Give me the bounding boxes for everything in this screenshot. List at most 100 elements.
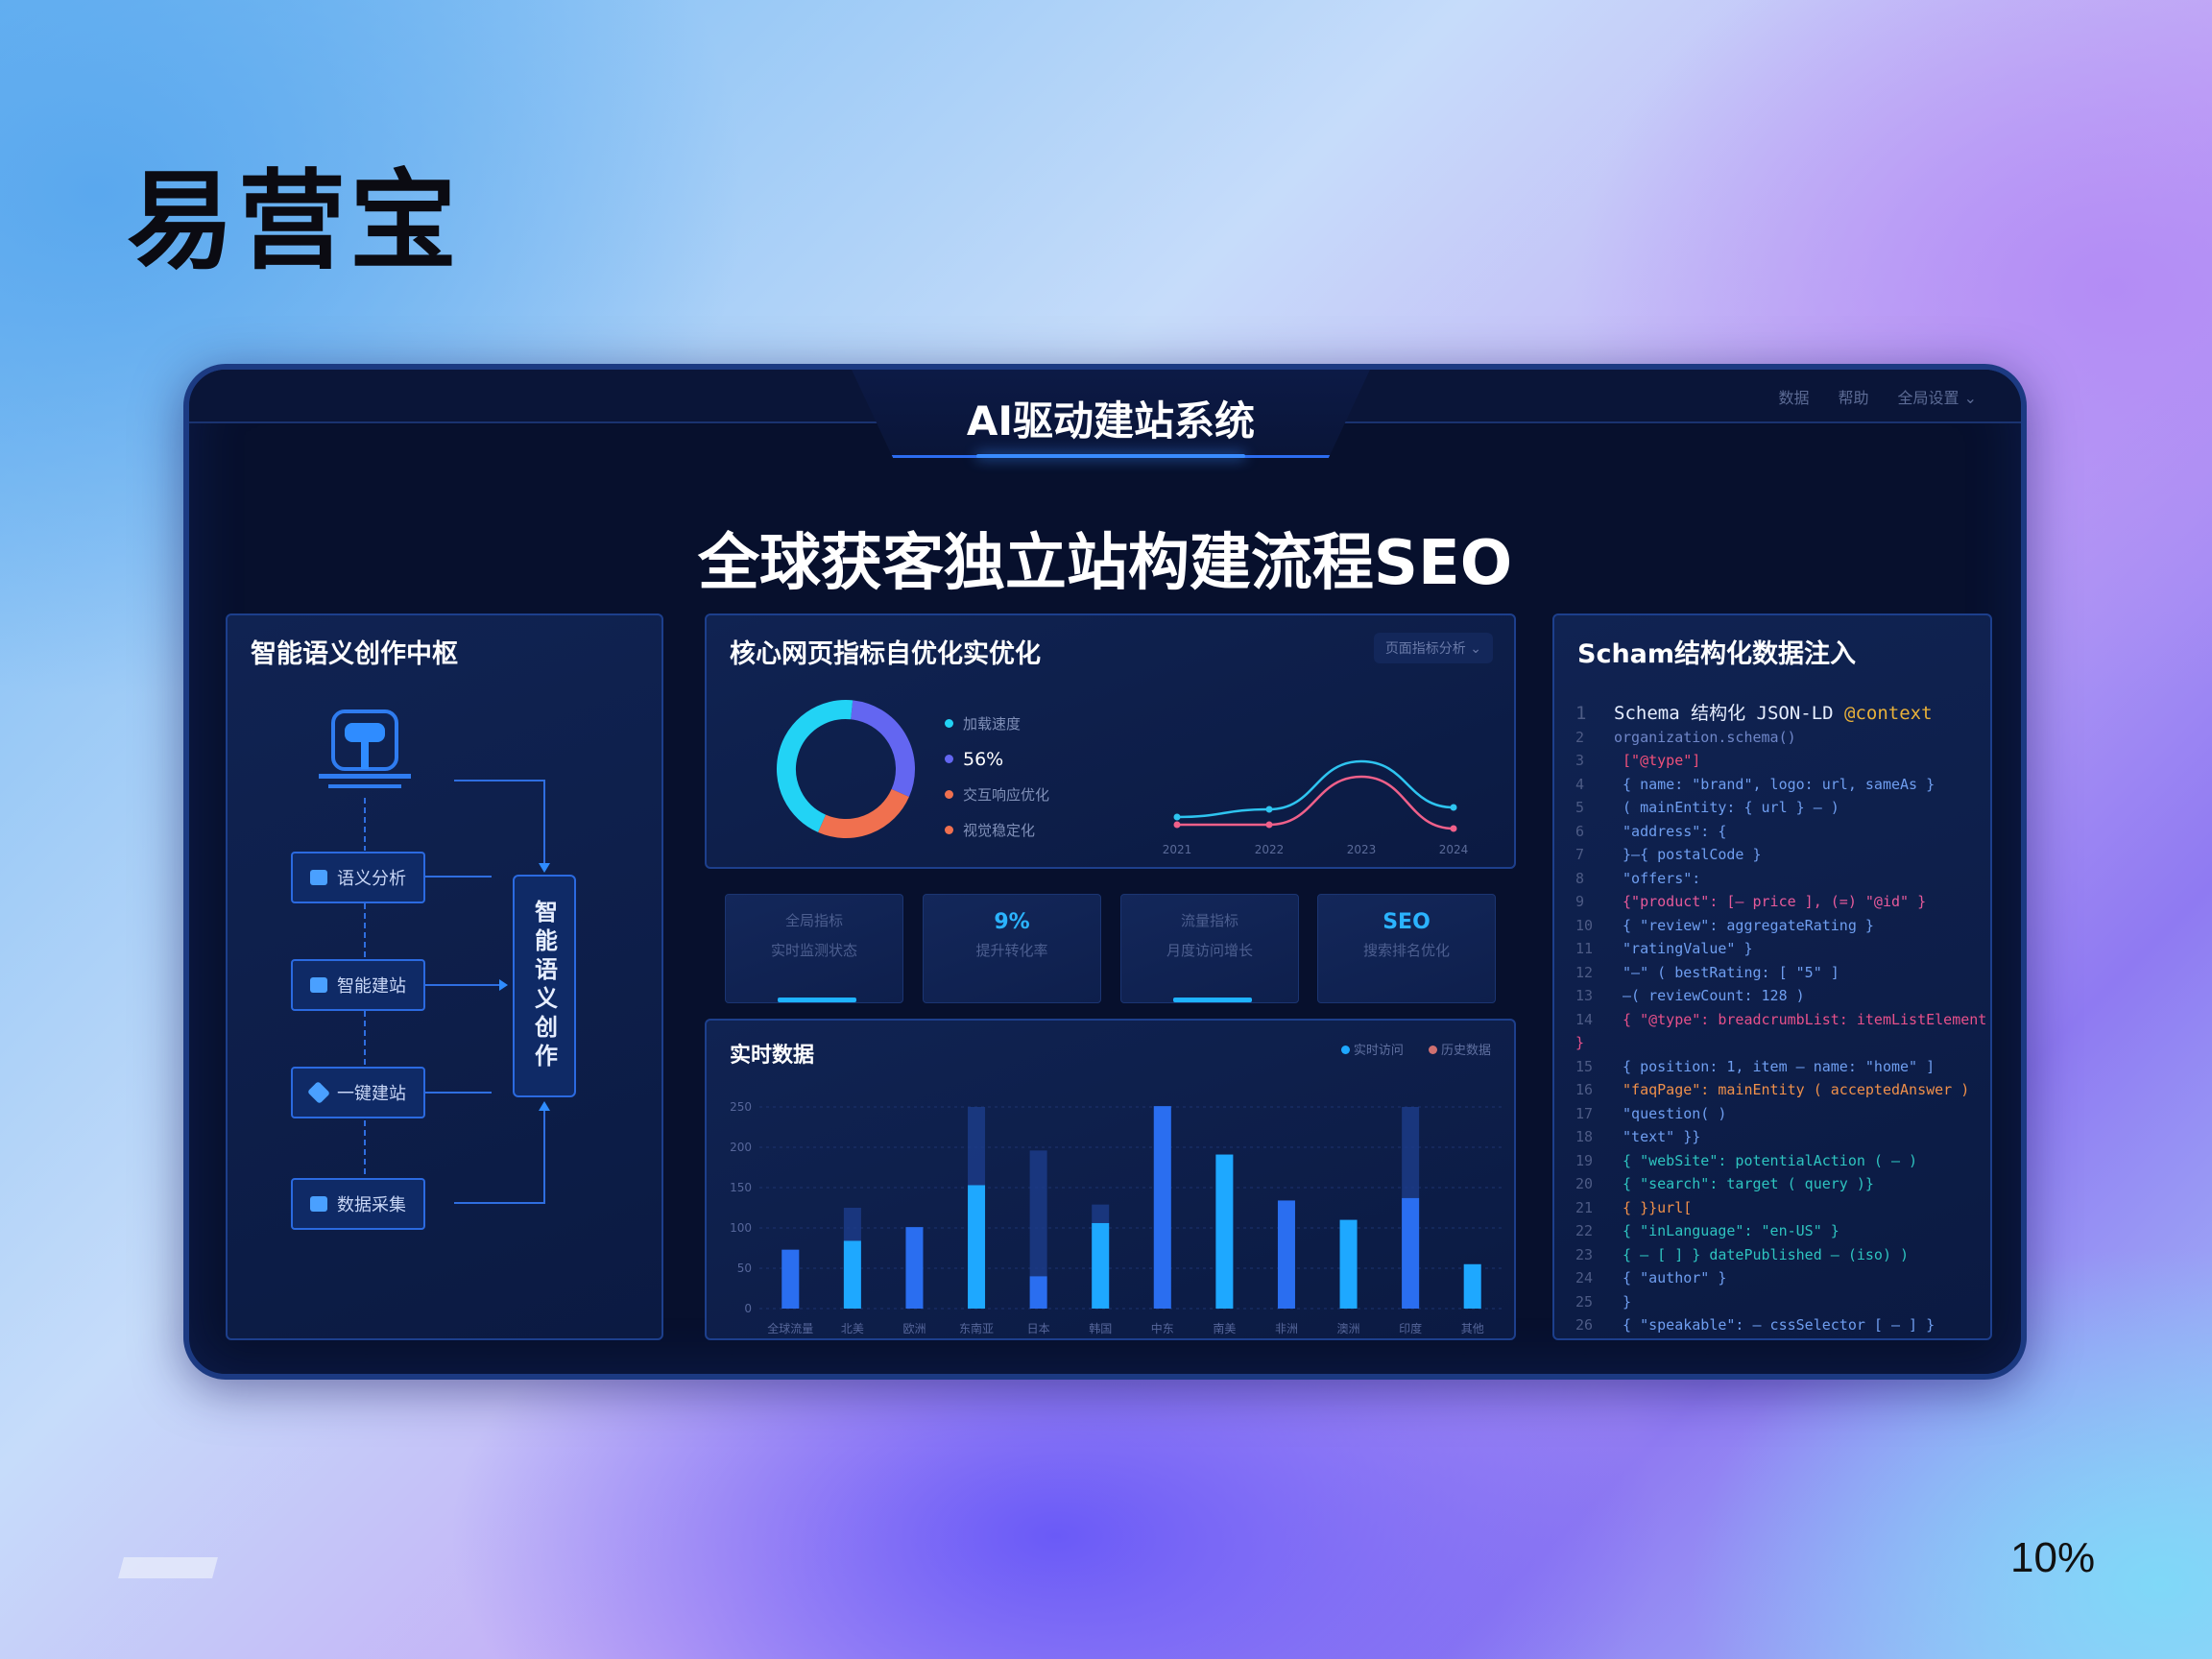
code-line: 18 "text" }} — [1575, 1128, 1701, 1145]
x-tick-label: 南美 — [1213, 1321, 1236, 1335]
window-title: AI驱动建站系统 — [966, 397, 1256, 445]
y-tick-label: 200 — [730, 1141, 752, 1154]
bar-primary — [968, 1185, 986, 1309]
y-tick-label: 100 — [730, 1221, 752, 1235]
line-point — [1265, 821, 1273, 829]
line-point — [1173, 813, 1181, 821]
legend-item: 交互响应优化 — [945, 777, 1049, 812]
code-line: 9 {"product": [— price ], (=) "@id" } — [1575, 893, 1927, 910]
line-point — [1450, 804, 1457, 811]
code-line: 12 "—" ( bestRating: [ "5" ] — [1575, 963, 1839, 981]
legend-series-1: 实时访问 — [1340, 1040, 1404, 1058]
menu-data[interactable]: 数据 — [1778, 389, 1810, 407]
line-chart: 2021 2022 2023 2024 — [1163, 759, 1468, 856]
document-icon — [310, 870, 327, 885]
dashboard-window: AI驱动建站系统 数据 帮助 全局设置 ⌄ 全球获客独立站构建流程SEO 智能语… — [183, 364, 2027, 1380]
kpi-title: 流量指标 — [1180, 912, 1238, 929]
realtime-data-panel: 实时数据 实时访问 历史数据 0 50 100 150 200 250 全球流量 北美 欧洲 东南… — [705, 1019, 1516, 1340]
code-line: 3 ["@type"] — [1575, 752, 1701, 769]
semantic-hub-panel: 智能语义创作中枢 语义分析 智能 — [226, 613, 663, 1340]
node-smart-build[interactable]: 智能建站 — [291, 959, 425, 1011]
code-line: 7 }—{ postalCode } — [1575, 846, 1762, 863]
kpi-value: SEO — [1382, 910, 1431, 934]
x-tick-label: 2023 — [1347, 843, 1377, 856]
layers-icon — [310, 977, 327, 993]
code-line: 6 "address": { — [1575, 822, 1727, 840]
code-line: 21 { }}url[ — [1575, 1198, 1693, 1216]
code-line: 22 { "inLanguage": "en-US" } — [1575, 1222, 1839, 1239]
code-line: 1 Schema 结构化 JSON-LD @context — [1575, 703, 1933, 724]
database-icon — [310, 1196, 327, 1212]
code-line: 26 { "speakable": — cssSelector [ — ] } — [1575, 1316, 1936, 1334]
panel-title: 智能语义创作中枢 — [251, 639, 458, 669]
donut-slice — [777, 700, 854, 832]
page-indicator: 10% — [2010, 1534, 2096, 1581]
code-line: 25 } — [1575, 1292, 1632, 1310]
kpi-card[interactable]: 流量指标月度访问增长 — [1120, 894, 1299, 1003]
schema-injection-panel: Scham结构化数据注入 1 Schema 结构化 JSON-LD @contex… — [1552, 613, 1992, 1340]
donut-slice — [818, 788, 909, 838]
node-semantic-analysis[interactable]: 语义分析 — [291, 852, 425, 903]
code-line: 20 { "search": target ( query )} — [1575, 1175, 1874, 1192]
kpi-subtitle: 月度访问增长 — [1166, 942, 1253, 959]
code-line: 11 "ratingValue" } — [1575, 940, 1753, 957]
line-series — [1176, 759, 1455, 819]
chart-title: 实时数据 — [730, 1044, 815, 1068]
hub-node[interactable]: 智能语义创作 — [513, 875, 576, 1097]
code-line: 16 "faqPage": mainEntity ( acceptedAnswe… — [1575, 1081, 1970, 1098]
core-metrics-panel: 核心网页指标自优化实优化 页面指标分析 ⌄ 加载速度 56% 交互响应优化 视觉… — [705, 613, 1516, 869]
kpi-card[interactable]: 全局指标 实时监测状态 — [725, 894, 903, 1003]
header-menu: 数据 帮助 全局设置 ⌄ — [1778, 385, 1977, 408]
bar-secondary — [1029, 1150, 1047, 1309]
code-line: 19 { "webSite": potentialAction ( — ) — [1575, 1151, 1918, 1169]
node-data-collection[interactable]: 数据采集 — [291, 1178, 425, 1230]
kpi-card[interactable]: SEO 搜索排名优化 — [1317, 894, 1496, 1003]
bar-primary — [843, 1240, 861, 1309]
flow-connectors — [319, 709, 550, 1204]
code-editor: 1 Schema 结构化 JSON-LD @context 2 organizatio… — [1575, 702, 1990, 1337]
code-line: 2 organization.schema() — [1575, 728, 1796, 746]
code-line: 10 { "review": aggregateRating } — [1575, 916, 1874, 934]
bar-primary — [1339, 1219, 1358, 1309]
code-line: 13 —( reviewCount: 128 ) — [1575, 987, 1805, 1004]
x-tick-label: 东南亚 — [959, 1321, 994, 1335]
y-tick-label: 250 — [730, 1100, 752, 1114]
code-line: 24 { "author" } — [1575, 1269, 1727, 1286]
page-title: 全球获客独立站构建流程SEO — [697, 528, 1513, 599]
kpi-subtitle: 实时监测状态 — [770, 942, 857, 959]
code-line: 17 "question( ) — [1575, 1104, 1727, 1122]
line-point — [1265, 805, 1273, 813]
x-tick-label: 日本 — [1027, 1322, 1050, 1335]
ai-chip-icon — [319, 709, 411, 788]
y-tick-label: 150 — [730, 1181, 752, 1194]
header-glow — [976, 454, 1245, 458]
legend-item: 加载速度 — [945, 706, 1049, 741]
x-tick-label: 欧洲 — [902, 1322, 926, 1335]
kpi-card[interactable]: 9% 提升转化率 — [923, 894, 1101, 1003]
y-tick-label: 0 — [744, 1302, 752, 1315]
code-line: 8 "offers": — [1575, 869, 1701, 887]
chart-legend: 实时访问 历史数据 — [1340, 1040, 1491, 1058]
node-one-click-build[interactable]: 一键建站 — [291, 1067, 425, 1118]
metric-filter-dropdown[interactable]: 页面指标分析 ⌄ — [1373, 633, 1493, 663]
bar-primary — [1092, 1222, 1110, 1309]
bar-primary — [1029, 1276, 1047, 1309]
panel-title: Scham结构化数据注入 — [1577, 639, 1857, 669]
kpi-subtitle: 提升转化率 — [975, 942, 1048, 959]
x-tick-label: 全球流量 — [767, 1321, 813, 1335]
legend-item: 56% — [945, 741, 1049, 777]
bar-primary — [1402, 1197, 1420, 1309]
menu-help[interactable]: 帮助 — [1838, 389, 1869, 407]
legend-item: 视觉稳定化 — [945, 812, 1049, 848]
donut-chart — [777, 700, 915, 838]
x-tick-label: 非洲 — [1275, 1322, 1298, 1335]
menu-settings-dropdown[interactable]: 全局设置 ⌄ — [1897, 389, 1977, 407]
decorative-bar — [118, 1557, 218, 1578]
donut-legend: 加载速度 56% 交互响应优化 视觉稳定化 — [945, 706, 1049, 848]
x-tick-label: 2021 — [1163, 843, 1192, 856]
kpi-active-indicator — [778, 998, 856, 1002]
legend-series-2: 历史数据 — [1428, 1040, 1491, 1058]
kpi-value: 9% — [994, 910, 1030, 934]
line-series — [1176, 775, 1455, 830]
donut-slice — [850, 700, 915, 797]
